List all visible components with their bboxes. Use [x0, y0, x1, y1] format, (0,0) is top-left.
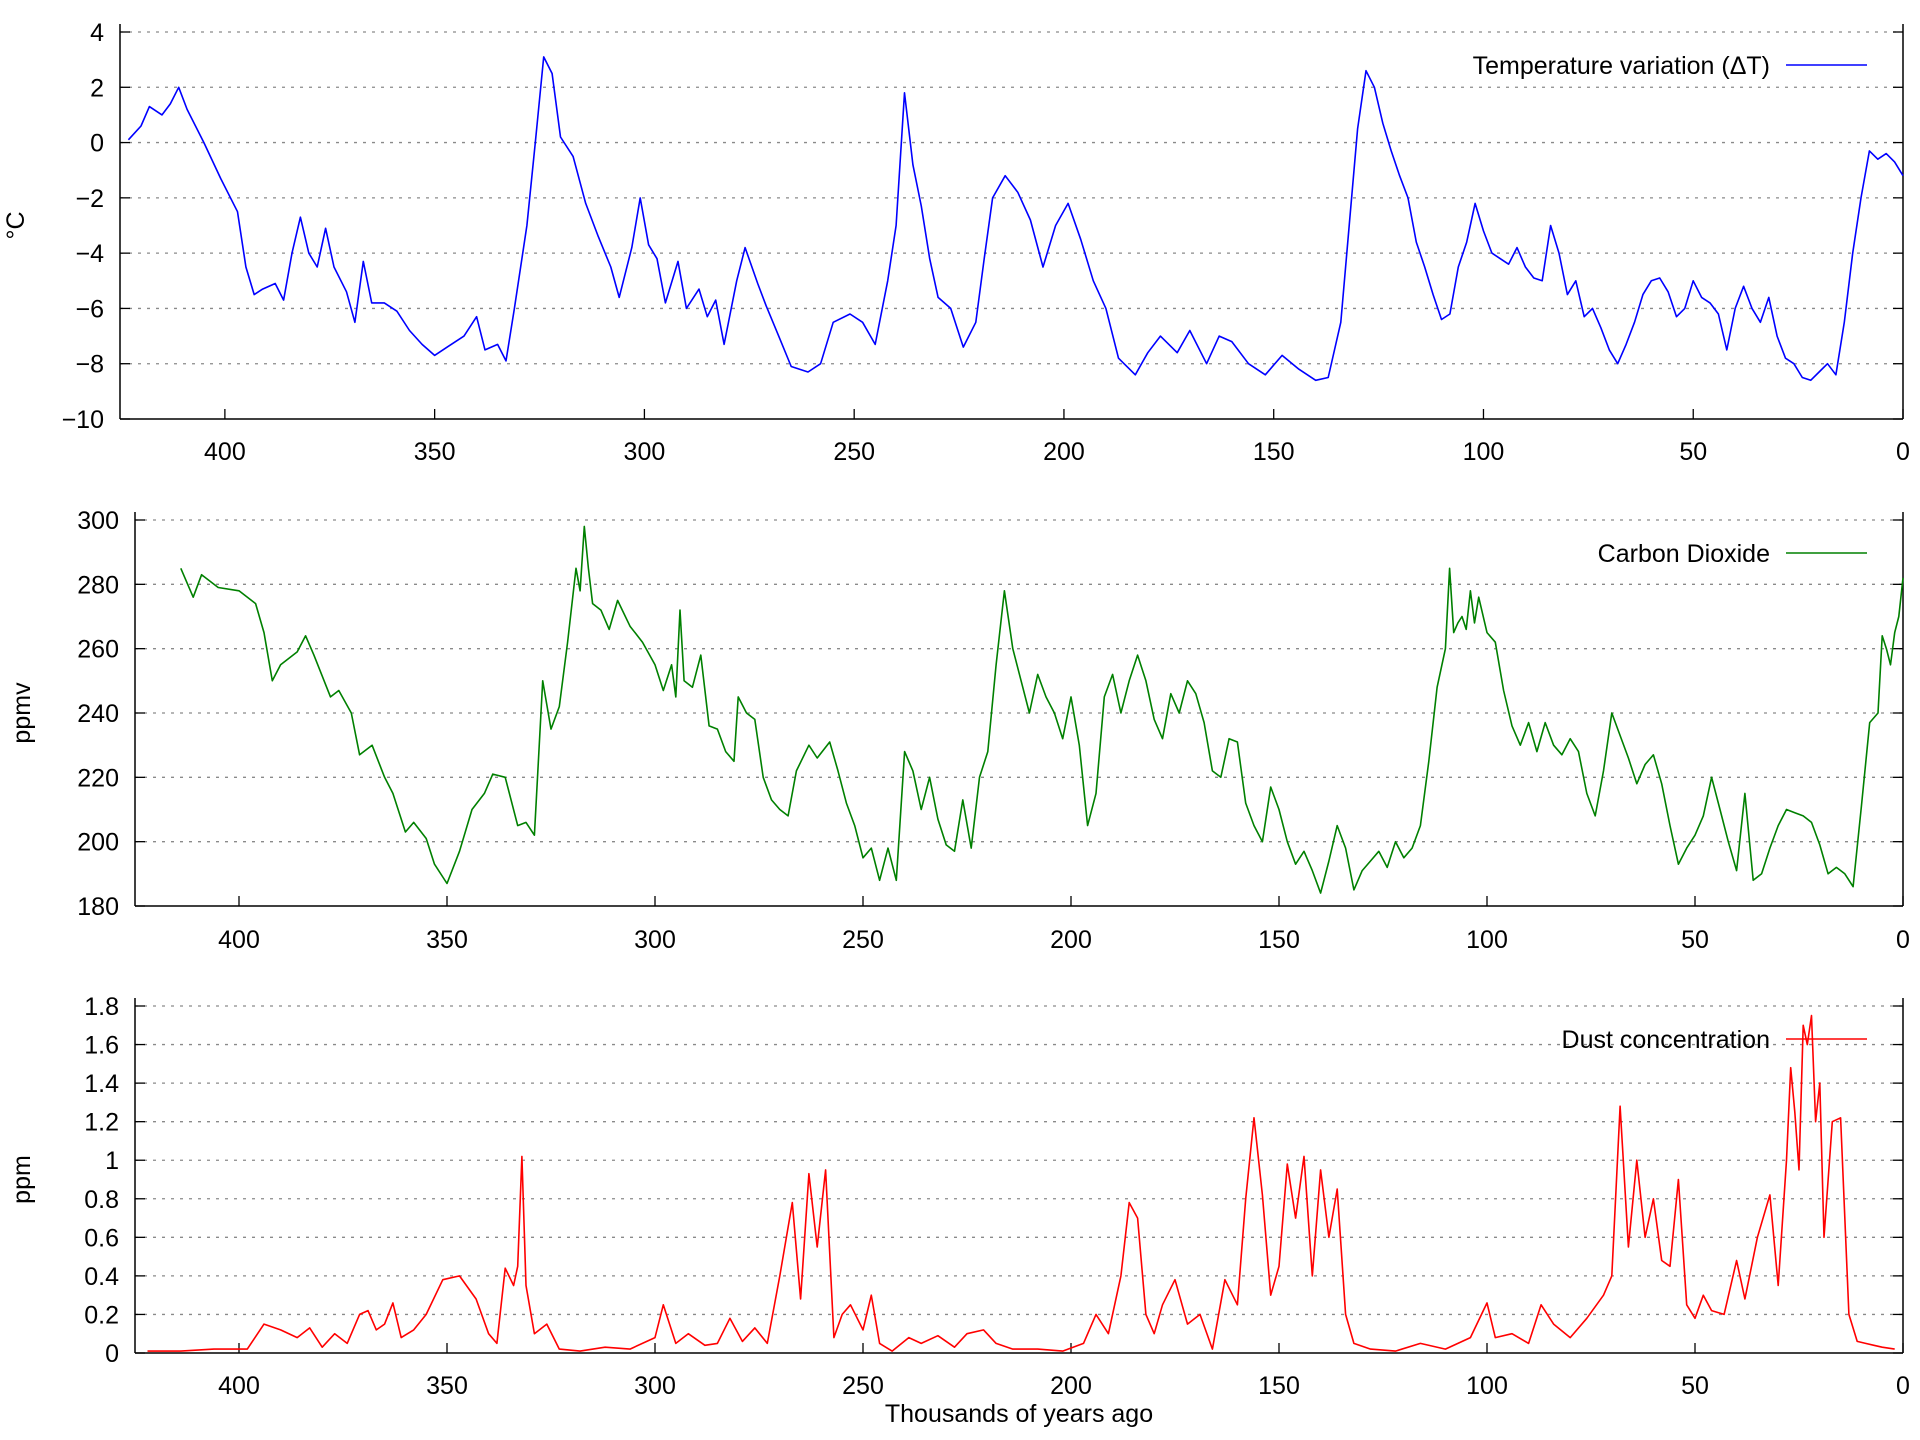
x-tick-label: 150 — [1258, 1372, 1300, 1400]
x-tick-label: 50 — [1681, 1372, 1709, 1400]
y-tick-label: −2 — [75, 185, 104, 213]
y-tick-label: 300 — [77, 507, 119, 535]
y-tick-label: 240 — [77, 700, 119, 728]
x-tick-label: 0 — [1896, 438, 1910, 466]
y-tick-label: 280 — [77, 571, 119, 599]
x-tick-label: 100 — [1466, 926, 1508, 954]
x-tick-label: 0 — [1896, 926, 1910, 954]
x-tick-label: 200 — [1050, 926, 1092, 954]
chart-panel-2: 300 280 260 240 220 200 180 400 350 300 250 200 150 1… — [8, 507, 1910, 954]
x-tick-label: 400 — [204, 438, 246, 466]
x-tick-label: 350 — [426, 926, 468, 954]
y-tick-label: −6 — [75, 295, 104, 323]
y-tick-label: 220 — [77, 764, 119, 792]
y-tick-label: 4 — [90, 19, 104, 47]
x-tick-label: 200 — [1050, 1372, 1092, 1400]
x-tick-label: 150 — [1253, 438, 1295, 466]
y-tick-label: 180 — [77, 893, 119, 921]
x-tick-label: 0 — [1896, 1372, 1910, 1400]
series-line-carbon-dioxide — [180, 525, 1904, 894]
chart-panel-3: 1.8 1.6 1.4 1.2 1 0.8 0.6 0.4 0.2 0 400 350 300 250 20… — [8, 993, 1910, 1428]
x-axis-title: Thousands of years ago — [885, 1400, 1153, 1428]
y-axis-title: ppm — [8, 1155, 36, 1204]
legend-label: Carbon Dioxide — [1598, 540, 1770, 568]
y-tick-label: −4 — [75, 240, 104, 268]
y-tick-label: 260 — [77, 636, 119, 664]
y-tick-label: 0.6 — [84, 1224, 119, 1252]
y-tick-label: 0 — [105, 1340, 119, 1368]
y-tick-label: 1.6 — [84, 1032, 119, 1060]
y-tick-label: 1.4 — [84, 1070, 119, 1098]
x-tick-label: 250 — [842, 926, 884, 954]
y-tick-label: 0 — [90, 130, 104, 158]
y-tick-label: 1.8 — [84, 993, 119, 1021]
x-tick-label: 50 — [1681, 926, 1709, 954]
x-tick-label: 150 — [1258, 926, 1300, 954]
legend-label: Dust concentration — [1562, 1026, 1770, 1054]
x-tick-label: 350 — [414, 438, 456, 466]
x-tick-label: 250 — [833, 438, 875, 466]
x-tick-label: 300 — [624, 438, 666, 466]
y-tick-label: −10 — [62, 406, 104, 434]
y-tick-label: 0.2 — [84, 1301, 119, 1329]
x-tick-label: 200 — [1043, 438, 1085, 466]
x-tick-label: 350 — [426, 1372, 468, 1400]
x-tick-label: 250 — [842, 1372, 884, 1400]
y-tick-label: −8 — [75, 351, 104, 379]
series-line-dust-concentration — [147, 1014, 1895, 1352]
legend-label: Temperature variation (ΔT) — [1473, 52, 1770, 80]
x-tick-label: 300 — [634, 926, 676, 954]
x-tick-label: 400 — [218, 926, 260, 954]
y-tick-label: 0.4 — [84, 1263, 119, 1291]
x-tick-label: 100 — [1466, 1372, 1508, 1400]
y-tick-label: 200 — [77, 829, 119, 857]
y-axis-title: ppmv — [8, 682, 36, 744]
x-tick-label: 100 — [1463, 438, 1505, 466]
y-tick-label: 2 — [90, 74, 104, 102]
y-tick-label: 0.8 — [84, 1186, 119, 1214]
chart-panel-1: 4 2 0 −2 −4 −6 −8 −10 400 350 300 250 200 150 100 50 0 °C… — [2, 19, 1910, 466]
x-tick-label: 400 — [218, 1372, 260, 1400]
x-tick-label: 300 — [634, 1372, 676, 1400]
y-axis-title: °C — [2, 211, 30, 239]
x-tick-label: 50 — [1679, 438, 1707, 466]
y-tick-label: 1.2 — [84, 1109, 119, 1137]
y-tick-label: 1 — [105, 1147, 119, 1175]
series-line-temperature-variation-t — [127, 56, 1904, 382]
